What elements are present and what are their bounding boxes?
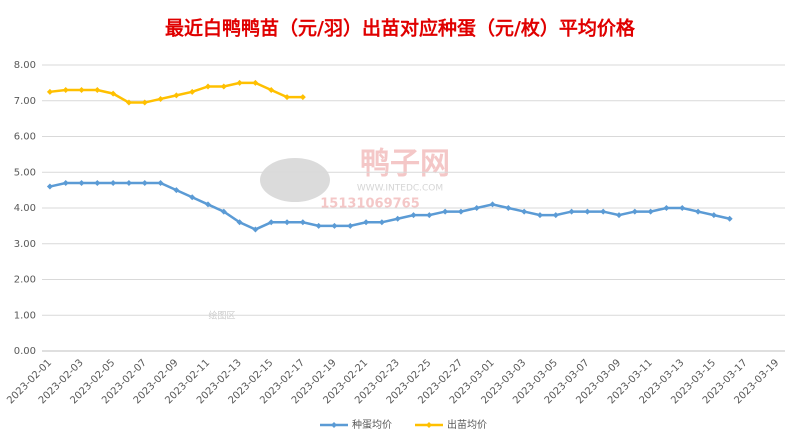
marker <box>521 208 528 215</box>
marker <box>141 179 148 186</box>
y-tick-label: 2.00 <box>14 275 36 286</box>
marker <box>189 194 196 201</box>
marker <box>284 219 291 226</box>
marker <box>442 208 449 215</box>
marker <box>631 208 638 215</box>
marker <box>410 212 417 219</box>
marker <box>110 90 117 97</box>
marker <box>663 205 670 211</box>
marker <box>695 208 702 215</box>
marker <box>552 212 559 219</box>
series-line <box>49 181 730 231</box>
marker <box>141 99 148 106</box>
legend-label: 种蛋均价 <box>352 418 392 431</box>
marker <box>78 179 85 186</box>
y-tick-label: 4.00 <box>14 203 36 214</box>
marker <box>347 222 354 229</box>
marker <box>584 208 591 215</box>
y-tick-label: 0.00 <box>14 346 36 357</box>
marker <box>726 215 733 222</box>
marker <box>173 187 180 194</box>
marker <box>679 205 686 211</box>
marker <box>110 179 117 186</box>
marker <box>46 88 53 95</box>
marker <box>299 94 306 101</box>
marker <box>157 179 164 186</box>
marker <box>489 201 496 208</box>
marker <box>236 219 243 226</box>
marker <box>363 219 370 226</box>
marker <box>46 183 53 190</box>
marker <box>94 179 101 186</box>
marker <box>173 92 180 99</box>
watermark-site: WWW.INTEDC.COM <box>357 184 443 194</box>
marker <box>62 179 69 186</box>
y-tick-label: 6.00 <box>14 132 36 143</box>
marker <box>568 208 575 215</box>
marker <box>125 179 132 186</box>
marker <box>220 208 227 215</box>
marker <box>204 201 211 208</box>
watermark-phone: 15131069765 <box>320 197 420 212</box>
marker <box>189 88 196 95</box>
y-tick-label: 3.00 <box>14 239 36 250</box>
marker <box>394 215 401 222</box>
watermark-name: 鸭子网 <box>360 147 450 182</box>
marker <box>204 83 211 90</box>
y-tick-label: 8.00 <box>14 60 36 71</box>
marker <box>268 219 275 226</box>
marker <box>505 205 512 211</box>
watermark-logo <box>260 158 330 202</box>
y-tick-label: 1.00 <box>14 310 36 321</box>
legend-marker <box>426 422 432 428</box>
marker <box>94 87 101 94</box>
marker <box>378 219 385 226</box>
marker <box>616 212 623 219</box>
legend-label: 出苗均价 <box>447 418 487 431</box>
marker <box>473 205 480 211</box>
marker <box>125 99 132 106</box>
marker <box>647 208 654 215</box>
marker <box>62 87 69 94</box>
marker <box>78 87 85 94</box>
y-tick-label: 7.00 <box>14 96 36 107</box>
marker <box>157 95 164 102</box>
marker <box>331 222 338 229</box>
marker <box>600 208 607 215</box>
chart-title: 最近白鸭鸭苗（元/羽）出苗对应种蛋（元/枚）平均价格 <box>165 17 636 40</box>
marker <box>710 212 717 219</box>
marker <box>252 79 259 86</box>
marker <box>252 226 259 233</box>
marker <box>457 208 464 215</box>
marker <box>220 83 227 90</box>
marker <box>268 87 275 94</box>
marker <box>299 219 306 226</box>
marker <box>426 212 433 219</box>
marker <box>236 79 243 86</box>
y-tick-label: 5.00 <box>14 167 36 178</box>
marker <box>284 94 291 101</box>
marker <box>315 222 322 229</box>
legend-marker <box>331 422 337 428</box>
marker <box>536 212 543 219</box>
